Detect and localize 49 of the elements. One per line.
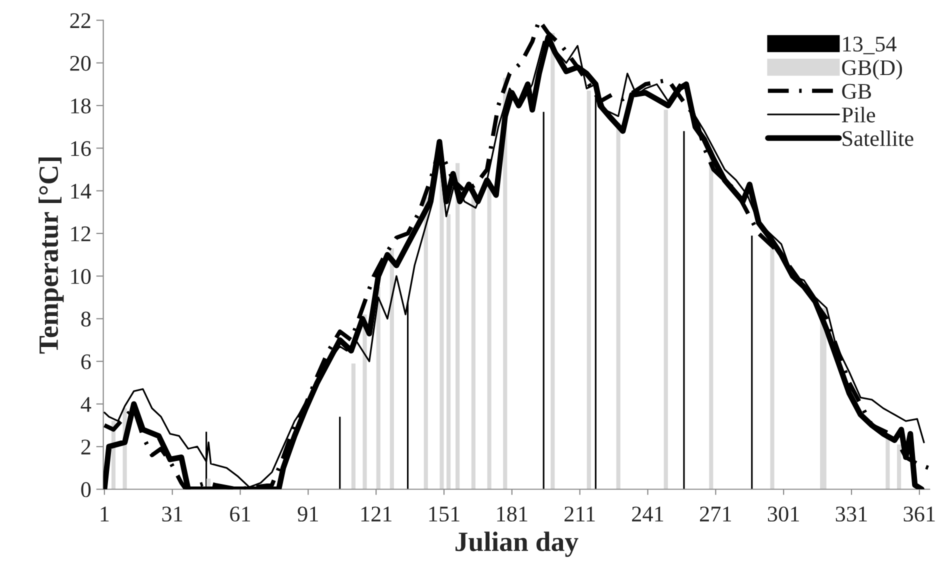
- x-tick-label: 61: [230, 506, 250, 522]
- x-tick-label: 1: [100, 506, 109, 522]
- x-tick-label: 181: [497, 506, 528, 522]
- bar: [586, 90, 591, 490]
- legend-label: GB(D): [842, 60, 902, 80]
- bar: [456, 163, 460, 490]
- bar: [390, 248, 394, 490]
- y-tick-label: 12: [71, 226, 90, 242]
- bar: [362, 314, 367, 490]
- y-tick-label: 16: [71, 141, 91, 156]
- y-tick-label: 4: [80, 397, 92, 412]
- y-tick-label: 6: [81, 354, 91, 370]
- bar: [664, 110, 668, 490]
- bar: [424, 197, 428, 490]
- x-tick-label: 331: [836, 506, 867, 522]
- bar: [616, 122, 620, 490]
- bar: [770, 248, 774, 490]
- y-tick-label: 2: [81, 440, 90, 454]
- bar: [440, 167, 444, 490]
- y-tick-label: 0: [81, 482, 91, 498]
- x-tick-label: 271: [700, 506, 732, 522]
- y-tick-label: 20: [70, 56, 91, 71]
- legend-label: 13_54: [843, 36, 896, 54]
- x-tick-label: 121: [361, 506, 392, 522]
- x-tick-label: 31: [162, 506, 182, 522]
- x-tick-label: 241: [632, 506, 664, 522]
- y-tick-label: 14: [71, 184, 92, 199]
- bar: [471, 186, 476, 490]
- bar: [487, 180, 492, 490]
- x-tick-label: 301: [768, 506, 799, 522]
- y-tick-label: 22: [70, 13, 90, 28]
- y-tick-label: 8: [81, 312, 91, 327]
- x-tick-label: 151: [429, 506, 460, 522]
- bar: [376, 286, 380, 490]
- y-axis-title: Temperatur [°C]: [38, 158, 64, 354]
- legend-label: Pile: [842, 106, 876, 122]
- x-axis-title: Julian day: [456, 532, 578, 557]
- legend-label: GB: [842, 84, 872, 99]
- x-tick-label: 91: [298, 506, 318, 522]
- legend-label: Satellite: [842, 130, 914, 146]
- bar: [446, 214, 451, 490]
- bar: [550, 33, 555, 490]
- y-tick-label: 18: [71, 98, 91, 114]
- bar: [897, 444, 902, 490]
- x-tick-label: 211: [564, 506, 595, 522]
- bar: [709, 150, 714, 490]
- x-tick-label: 361: [904, 506, 935, 522]
- y-tick-label: 10: [71, 269, 91, 284]
- bar: [351, 363, 356, 490]
